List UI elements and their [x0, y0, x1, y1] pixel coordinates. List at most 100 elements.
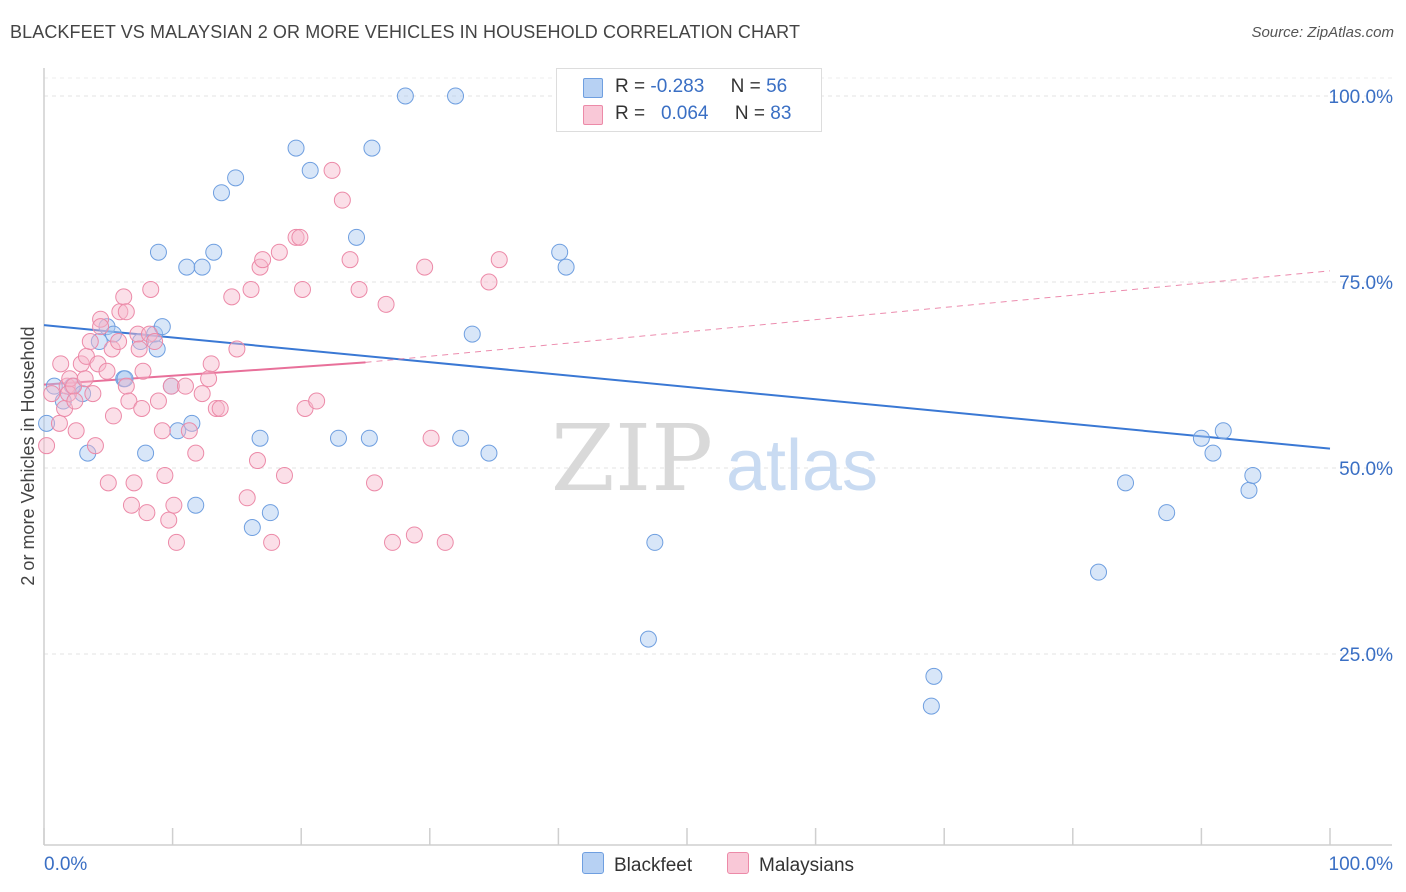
blackfeet-point [1192, 429, 1210, 447]
blackfeet-point [1214, 422, 1232, 440]
malaysians-point [211, 399, 229, 417]
blackfeet-point [447, 87, 465, 105]
malaysians-point [293, 280, 311, 298]
trend-lines [43, 270, 1331, 450]
blackfeet-point [227, 169, 245, 187]
watermark-atlas: atlas [726, 426, 878, 506]
blackfeet-points [38, 87, 1262, 715]
blackfeet-point [922, 697, 940, 715]
malaysians-point [146, 333, 164, 351]
blackfeet-point [1090, 563, 1108, 581]
malaysians-point [377, 295, 395, 313]
malaysians-r-label: R = [615, 103, 646, 124]
blackfeet-r-value: -0.283 [650, 76, 705, 97]
malaysians-point [480, 273, 498, 291]
blackfeet-swatch [583, 78, 603, 98]
blackfeet-point [925, 667, 943, 685]
malaysians-point [436, 533, 454, 551]
blackfeet-point [251, 429, 269, 447]
malaysians-point [104, 407, 122, 425]
malaysians-point [176, 377, 194, 395]
y-tick-label: 25.0% [1339, 645, 1393, 666]
blackfeet-point [329, 429, 347, 447]
blackfeet-point [243, 519, 261, 537]
malaysians-point [129, 325, 147, 343]
malaysians-point [270, 243, 288, 261]
blackfeet-point [169, 422, 187, 440]
blackfeet-point [1117, 474, 1135, 492]
blackfeet-point [480, 444, 498, 462]
blackfeet-point [287, 139, 305, 157]
malaysians-point [81, 333, 99, 351]
malaysians-point [223, 288, 241, 306]
x-tick-label: 0.0% [44, 854, 87, 875]
malaysians-point [142, 280, 160, 298]
malaysians-point [416, 258, 434, 276]
blackfeet-point [347, 228, 365, 246]
blackfeet-point [149, 243, 167, 261]
malaysians-point [120, 392, 138, 410]
bottom-legend-blackfeet: Blackfeet [582, 852, 692, 877]
blackfeet-point [639, 630, 657, 648]
malaysians-point [130, 340, 148, 358]
malaysians-point [490, 251, 508, 269]
malaysians-point [38, 437, 56, 455]
blackfeet-n-value: 56 [766, 76, 788, 97]
malaysians-trend-extension [365, 270, 1331, 363]
malaysians-point [207, 399, 225, 417]
malaysians-point [160, 511, 178, 529]
malaysians-point [242, 280, 260, 298]
blackfeet-r-label: R = [615, 76, 646, 97]
malaysians-point [323, 161, 341, 179]
blackfeet-point [205, 243, 223, 261]
malaysians-point [167, 533, 185, 551]
malaysians-point [67, 422, 85, 440]
blackfeet-point [463, 325, 481, 343]
y-tick-label: 50.0% [1339, 459, 1393, 480]
malaysians-point [117, 303, 135, 321]
blackfeet-point [557, 258, 575, 276]
malaysians-legend-label: Malaysians [759, 855, 855, 876]
malaysians-n-label: N = [734, 103, 766, 124]
blackfeet-point [646, 533, 664, 551]
watermark: ZIP atlas [551, 405, 878, 512]
malaysians-point [202, 355, 220, 373]
blackfeet-point [187, 496, 205, 514]
malaysians-points [38, 161, 508, 551]
malaysians-swatch [583, 105, 603, 125]
malaysians-point [99, 474, 117, 492]
x-tick-label: 100.0% [1329, 854, 1394, 875]
source-label: Source: ZipAtlas.com [1251, 24, 1394, 41]
blackfeet-trend-line [43, 324, 1331, 450]
malaysians-point [165, 496, 183, 514]
malaysians-r-value: 0.064 [660, 103, 709, 124]
chart-title: BLACKFEET VS MALAYSIAN 2 OR MORE VEHICLE… [10, 22, 801, 42]
malaysians-point [248, 452, 266, 470]
malaysians-point [238, 489, 256, 507]
blackfeet-point [193, 258, 211, 276]
blackfeet-n-label: N = [730, 76, 761, 97]
blackfeet-point [153, 318, 171, 336]
malaysians-point [52, 355, 70, 373]
malaysians-point [149, 392, 167, 410]
malaysians-trend-line [43, 361, 366, 386]
malaysians-point [187, 444, 205, 462]
blackfeet-point [261, 504, 279, 522]
malaysians-point [43, 385, 61, 403]
blackfeet-point [551, 243, 569, 261]
malaysians-point [125, 474, 143, 492]
malaysians-point [193, 385, 211, 403]
blackfeet-point [363, 139, 381, 157]
correlation-legend: R = -0.283 N = 56 R = 0.064 N = 83 [556, 68, 822, 132]
blackfeet-legend-swatch [582, 852, 604, 874]
y-axis-label: 2 or more Vehicles in Household [18, 326, 38, 585]
malaysians-point [115, 288, 133, 306]
malaysians-point [76, 370, 94, 388]
malaysians-point [180, 422, 198, 440]
malaysians-point [308, 392, 326, 410]
axes [43, 68, 1392, 846]
grid-lines [44, 77, 1392, 655]
malaysians-point [350, 280, 368, 298]
blackfeet-point [178, 258, 196, 276]
malaysians-point [92, 310, 110, 328]
